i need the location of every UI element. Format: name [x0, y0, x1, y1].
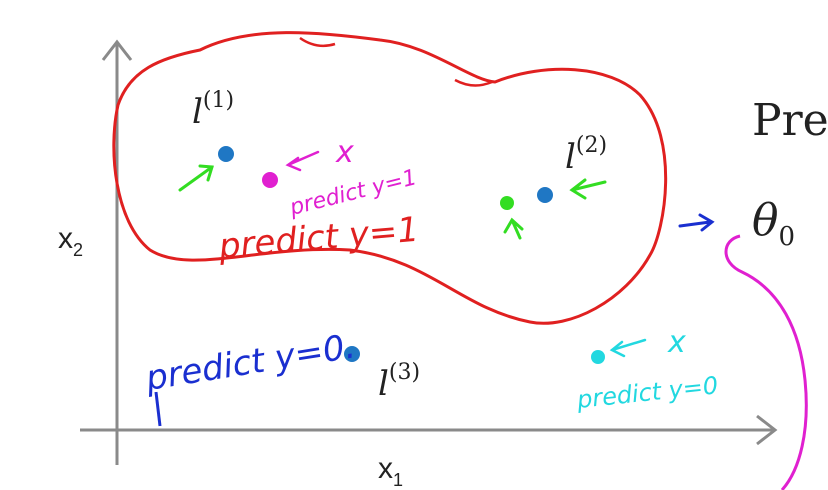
- right-text-cut: Pre: [752, 95, 828, 146]
- blue-predict-label: predict y=0.: [142, 326, 358, 399]
- landmark-2: l(2): [537, 133, 607, 203]
- landmark-3: l(3): [344, 346, 420, 404]
- landmark-2-point: [537, 187, 553, 203]
- green-arrow-1: [178, 164, 214, 192]
- y-axis-arrowhead: [101, 39, 133, 61]
- blue-stroke: [154, 391, 162, 427]
- magenta-point: [262, 172, 278, 188]
- landmark-1: l(1): [192, 88, 234, 162]
- landmark-1-label: l(1): [192, 88, 234, 132]
- theta-0: θ0: [752, 195, 795, 252]
- green-arrows: [178, 164, 607, 240]
- decision-boundary: [112, 31, 668, 325]
- landmark-3-point: [344, 346, 360, 362]
- magenta-arrow: [285, 150, 320, 172]
- landmark-2-label: l(2): [565, 133, 607, 177]
- x-axis-arrowhead: [756, 414, 778, 446]
- blue-arrow-to-theta: [678, 213, 715, 232]
- x1-axis-label: x1: [378, 452, 403, 490]
- landmark-1-point: [218, 146, 234, 162]
- boundary-overdraw: [299, 36, 493, 87]
- cyan-point: [591, 350, 605, 364]
- cyan-predict-label: predict y=0: [575, 371, 720, 414]
- magenta-curve: [724, 234, 808, 490]
- cyan-arrow: [609, 338, 647, 358]
- landmark-3-label: l(3): [378, 360, 420, 404]
- x2-axis-label: x2: [58, 222, 83, 260]
- green-arrow-3: [503, 217, 524, 240]
- magenta-x-mark: x: [335, 135, 354, 170]
- green-point: [500, 196, 514, 210]
- green-arrow-2: [569, 178, 607, 200]
- cyan-x-mark: x: [667, 325, 686, 360]
